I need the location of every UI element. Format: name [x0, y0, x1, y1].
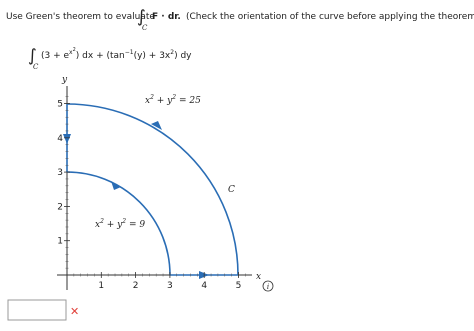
lbl: = 25	[176, 96, 201, 106]
integral-sign: ∫	[28, 46, 37, 66]
expr-part: ) dx + (tan	[76, 51, 125, 61]
expr-sup: 2	[170, 49, 174, 56]
expr-sup: −1	[125, 49, 134, 56]
y-tick-label: 3	[57, 168, 63, 178]
lbl: = 9	[126, 220, 145, 230]
lbl: + y	[154, 96, 173, 106]
expr-sup: 2	[73, 47, 76, 53]
expression: (3 + ex2) dx + (tan−1(y) + 3x2) dy	[41, 47, 192, 61]
figure: y x x2 + y2 = 25 x2 + y2 = 9 C i 1 2 3 4 512…	[57, 75, 274, 292]
arrow	[63, 134, 71, 144]
answer-box[interactable]	[7, 299, 67, 321]
curve-label: C	[228, 185, 235, 195]
y-tick-label: 5	[57, 100, 63, 110]
x-tick-label: 2	[133, 281, 139, 291]
y-tick-label: 1	[57, 237, 63, 247]
arrow	[151, 121, 162, 130]
x-label: x	[256, 272, 261, 282]
y-tick-label: 4	[57, 134, 63, 144]
inner-arc	[66, 171, 171, 276]
inner-label: x2 + y2 = 9	[95, 218, 145, 230]
y-tick-label: 2	[57, 202, 63, 212]
question-note: (Check the orientation of the curve befo…	[186, 12, 474, 22]
lbl-sup: 2	[149, 94, 154, 101]
lbl-sup: 2	[171, 94, 176, 101]
info-icon[interactable]	[262, 280, 274, 292]
integral-subscript: C	[33, 63, 39, 71]
x-tick-label: 4	[201, 281, 207, 291]
lbl-sup: 2	[121, 218, 126, 225]
integrand: F · dr.	[152, 12, 181, 22]
y-label: y	[61, 75, 68, 85]
integral-subscript: C	[142, 24, 148, 32]
lbl: + y	[104, 220, 123, 230]
outer-label: x2 + y2 = 25	[145, 94, 201, 106]
wrong-icon: ✕	[70, 305, 79, 318]
lbl-sup: 2	[99, 218, 104, 225]
lbl: x	[95, 220, 100, 230]
info-icon-text[interactable]: i	[267, 283, 269, 291]
outer-arc	[66, 103, 239, 276]
question-prefix: Use Green's theorem to evaluate	[6, 12, 155, 22]
expr-part: ) dy	[174, 51, 192, 61]
x-tick-label: 1	[98, 281, 104, 291]
lbl: x	[145, 96, 150, 106]
integral-sign: ∫	[137, 7, 146, 27]
expr-part: (3 + e	[41, 51, 70, 61]
expr-part: (y) + 3x	[134, 51, 171, 61]
arrow	[111, 181, 121, 190]
expr-sup: x	[69, 49, 73, 56]
x-tick-label: 5	[236, 281, 242, 291]
x-tick-label: 3	[167, 281, 173, 291]
